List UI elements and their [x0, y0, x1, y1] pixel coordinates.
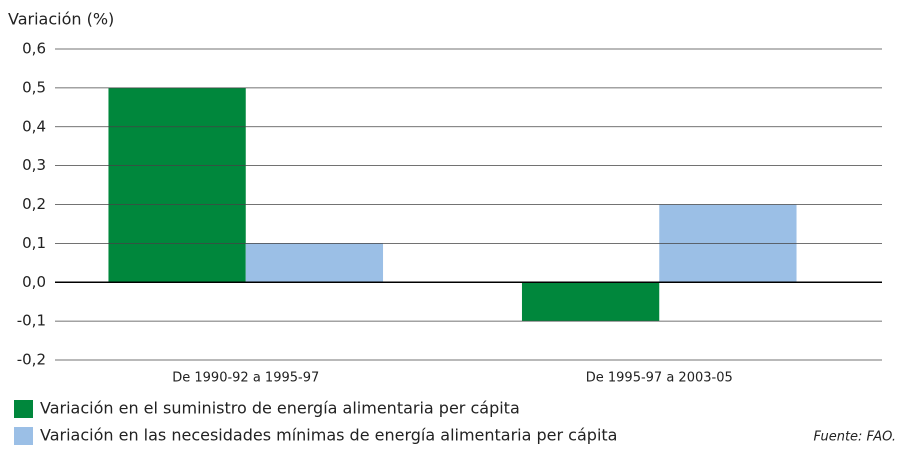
source: Fuente: FAO. [814, 430, 896, 445]
y-tick-label: 0,5 [22, 78, 46, 96]
y-axis-label: Variación (%) [8, 10, 114, 29]
bar [245, 243, 384, 283]
y-tick-label: 0,3 [22, 156, 46, 174]
legend-swatch [14, 427, 33, 445]
bar [108, 87, 246, 283]
y-tick-label: 0,0 [22, 273, 46, 291]
y-tick-label: -0,2 [17, 351, 46, 369]
legend-label: Variación en las necesidades mínimas de … [40, 426, 617, 445]
y-tick-label: 0,4 [22, 117, 46, 135]
y-tick-label: -0,1 [17, 312, 46, 330]
y-tick-label: 0,6 [22, 40, 46, 58]
bar [521, 282, 660, 322]
legend-swatch [14, 400, 33, 418]
y-tick-label: 0,1 [22, 234, 46, 252]
legend-label: Variación en el suministro de energía al… [40, 399, 520, 418]
y-tick-label: 0,2 [22, 195, 46, 213]
x-tick-label: De 1995-97 a 2003-05 [586, 371, 733, 386]
x-tick-label: De 1990-92 a 1995-97 [172, 371, 319, 386]
